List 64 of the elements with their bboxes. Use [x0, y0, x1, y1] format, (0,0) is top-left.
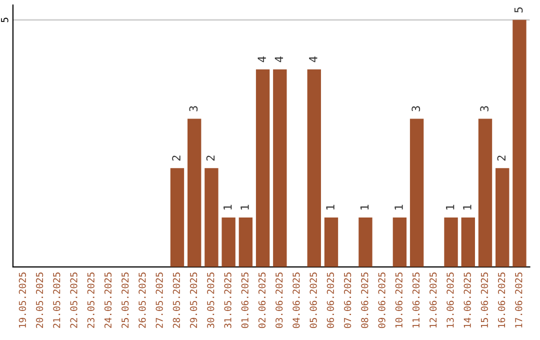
- x-tick-label: 01.06.2025: [241, 272, 248, 328]
- data-label: 3: [480, 106, 488, 112]
- bar: [307, 69, 321, 267]
- data-label: 2: [206, 156, 215, 161]
- data-label: 1: [446, 204, 454, 210]
- bar: [392, 218, 407, 267]
- x-tick-label: 30.05.2025: [207, 272, 214, 328]
- data-label: 1: [240, 204, 249, 210]
- data-label: 1: [326, 204, 334, 210]
- x-tick-label: 22.05.2025: [70, 272, 78, 328]
- x-tick-label: 15.06.2025: [480, 272, 488, 328]
- x-tick-label: 20.05.2025: [36, 272, 44, 328]
- x-tick-label: 21.05.2025: [53, 272, 60, 328]
- x-tick-label: 03.06.2025: [276, 272, 283, 328]
- x-tick-label: 25.05.2025: [122, 272, 129, 328]
- data-label: 5: [514, 7, 523, 12]
- bar: [478, 118, 492, 267]
- x-tick-label: 14.06.2025: [464, 272, 471, 328]
- x-tick-label: 16.06.2025: [498, 272, 506, 328]
- data-label: 1: [360, 204, 369, 210]
- x-tick-label: 28.05.2025: [172, 272, 180, 328]
- bar: [238, 218, 253, 267]
- x-tick-label: 29.05.2025: [190, 272, 198, 328]
- data-label: 4: [309, 56, 318, 62]
- data-label: 4: [258, 56, 266, 62]
- x-tick-label: 12.06.2025: [430, 272, 437, 328]
- bar: [273, 69, 287, 267]
- bar: [410, 118, 424, 267]
- data-label: 1: [463, 204, 472, 210]
- bar: [222, 218, 236, 267]
- bar: [324, 218, 338, 267]
- data-label: 1: [394, 204, 403, 210]
- bar: [496, 168, 510, 267]
- x-tick-label: 26.05.2025: [138, 272, 146, 328]
- bar: [461, 218, 475, 267]
- bar: [512, 20, 526, 267]
- x-tick-label: 08.06.2025: [361, 272, 368, 328]
- x-tick-label: 05.06.2025: [310, 272, 317, 328]
- x-tick-label: 11.06.2025: [412, 272, 420, 328]
- x-tick-label: 09.06.2025: [378, 272, 386, 328]
- x-tick-label: 23.05.2025: [87, 272, 94, 328]
- data-label: 3: [412, 106, 420, 112]
- x-tick-label: 04.06.2025: [292, 272, 300, 328]
- bar: [188, 118, 202, 267]
- data-label: 4: [274, 56, 283, 62]
- x-tick-label: 27.05.2025: [156, 272, 163, 328]
- data-label: 2: [497, 156, 506, 161]
- x-tick-label: 07.06.2025: [344, 272, 352, 328]
- x-tick-label: 17.06.2025: [515, 272, 522, 328]
- bar: [256, 69, 270, 267]
- x-tick-label: 31.05.2025: [224, 272, 232, 328]
- x-tick-label: 06.06.2025: [326, 272, 334, 328]
- data-label: 1: [224, 204, 232, 210]
- data-label: 2: [172, 156, 180, 161]
- x-tick-label: 10.06.2025: [395, 272, 402, 328]
- bar: [170, 168, 184, 267]
- data-label: 3: [189, 106, 198, 112]
- x-tick-label: 02.06.2025: [258, 272, 266, 328]
- x-tick-label: 13.06.2025: [446, 272, 454, 328]
- bar: [444, 218, 458, 267]
- bar: [204, 168, 218, 267]
- x-tick-label: 24.05.2025: [104, 272, 112, 328]
- bar: [358, 218, 372, 267]
- x-tick-label: 19.05.2025: [18, 272, 26, 328]
